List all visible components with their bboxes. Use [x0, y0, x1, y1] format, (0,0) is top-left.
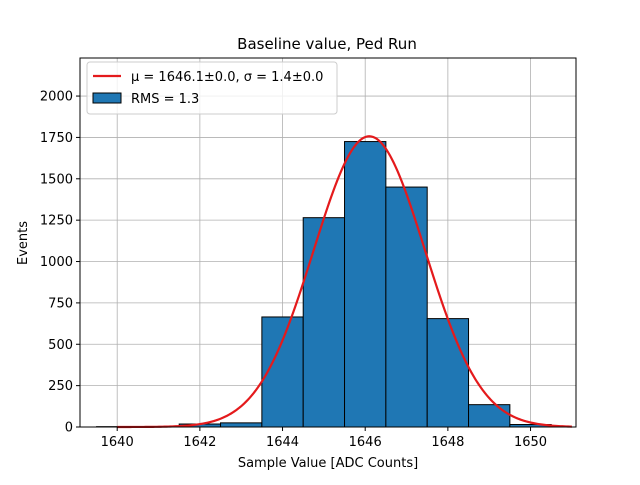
x-tick-label: 1646 [349, 435, 382, 450]
histogram-bar [469, 405, 510, 427]
histogram-bar [303, 218, 344, 427]
legend-fit-label: μ = 1646.1±0.0, σ = 1.4±0.0 [131, 70, 323, 85]
histogram-bars [97, 142, 552, 427]
x-axis-ticks: 1640 1642 1644 1646 1648 1650 [101, 427, 547, 450]
y-tick-label: 2000 [40, 90, 73, 105]
x-tick-label: 1648 [431, 435, 464, 450]
histogram-bar [345, 142, 386, 427]
y-tick-label: 250 [48, 379, 73, 394]
y-tick-label: 500 [48, 338, 73, 353]
histogram-bar [427, 319, 468, 427]
histogram-bar [386, 187, 427, 427]
y-axis-ticks: 0 250 500 750 1000 1250 1500 1750 2000 [40, 90, 80, 436]
x-tick-label: 1650 [514, 435, 547, 450]
legend-histogram-swatch [93, 93, 121, 103]
x-tick-label: 1642 [183, 435, 216, 450]
x-axis-label: Sample Value [ADC Counts] [238, 456, 418, 471]
y-tick-label: 1750 [40, 131, 73, 146]
y-axis-label: Events [16, 221, 31, 265]
legend: μ = 1646.1±0.0, σ = 1.4±0.0 RMS = 1.3 [87, 62, 337, 114]
y-tick-label: 1000 [40, 255, 73, 270]
y-tick-label: 750 [48, 296, 73, 311]
y-tick-label: 1500 [40, 172, 73, 187]
y-tick-label: 0 [65, 421, 73, 436]
y-tick-label: 1250 [40, 214, 73, 229]
legend-histogram-label: RMS = 1.3 [131, 92, 199, 107]
x-tick-label: 1640 [101, 435, 134, 450]
chart-title: Baseline value, Ped Run [237, 35, 417, 53]
histogram-bar [221, 423, 262, 427]
x-tick-label: 1644 [266, 435, 299, 450]
